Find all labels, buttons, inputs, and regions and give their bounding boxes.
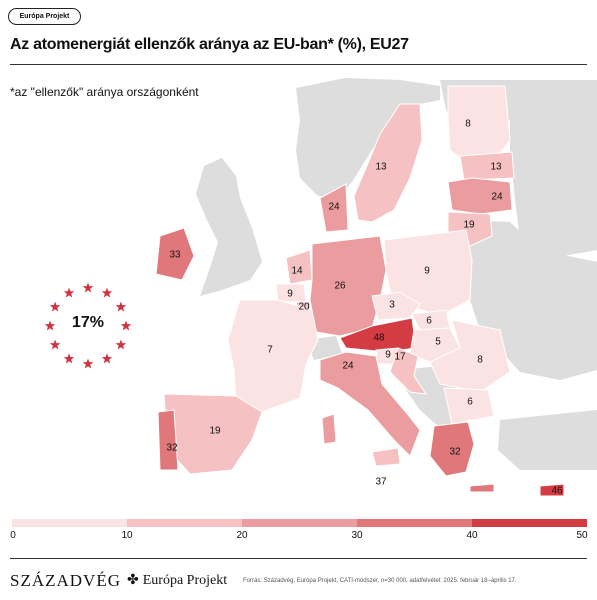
value-slovenia: 9: [385, 350, 391, 361]
legend-step-2: [127, 519, 242, 527]
value-greece: 32: [449, 447, 461, 458]
sweden-shape: [353, 103, 423, 223]
brand-name: Európa Projekt: [142, 572, 228, 588]
value-france: 7: [267, 345, 273, 356]
legend-step-4: [357, 519, 472, 527]
value-netherlands: 14: [291, 266, 303, 277]
eu-star-icon: [120, 320, 132, 331]
page-title: Az atomenergiát ellenzők aránya az EU-ba…: [10, 36, 409, 53]
star-icon: ✤: [127, 573, 139, 588]
cyprus-shape: [539, 483, 565, 497]
eu-star-icon: [63, 287, 75, 298]
value-austria: 48: [373, 333, 385, 344]
czechia-shape: [371, 291, 421, 321]
legend-tick: 50: [576, 530, 588, 541]
footer-divider: [10, 558, 587, 559]
legend-ticks: 0 10 20 30 40 50: [0, 530, 597, 544]
eu-star-icon: [49, 339, 61, 350]
germany-shape: [309, 235, 387, 337]
value-italy: 24: [342, 361, 354, 372]
estonia-shape: [459, 151, 515, 181]
poland-shape: [383, 229, 473, 317]
legend-tick: 40: [466, 530, 478, 541]
value-portugal: 32: [166, 443, 178, 454]
uk-shape: [196, 158, 262, 296]
legend-tick: 0: [10, 530, 16, 541]
eu-stars: [44, 282, 132, 369]
value-lithuania: 19: [463, 220, 475, 231]
legend-tick: 20: [236, 530, 248, 541]
romania-shape: [429, 319, 511, 393]
turkey-shape: [498, 410, 597, 470]
denmark-shape: [319, 183, 349, 233]
sicily-shape: [371, 447, 401, 467]
value-malta: 37: [375, 477, 387, 488]
ireland-shape: [155, 227, 195, 281]
legend-tick: 10: [121, 530, 133, 541]
eu-star-icon: [101, 287, 113, 298]
legend-step-1: [12, 519, 127, 527]
france-shape: [227, 299, 319, 413]
sardinia-shape: [321, 413, 337, 445]
eu-average-value: 17%: [71, 314, 105, 331]
europe-map: 8 13 13 24 24 19 33 14 9 20 26 9 3 6 48 …: [155, 78, 597, 497]
value-spain: 19: [209, 426, 221, 437]
value-bulgaria: 6: [467, 397, 473, 408]
value-sweden: 13: [375, 162, 387, 173]
eu-star-icon: [115, 339, 127, 350]
latvia-shape: [447, 177, 513, 215]
source-note: Forrás: Századvég, Európa Projekt, CATI-…: [243, 578, 517, 584]
value-czechia: 3: [389, 300, 395, 311]
value-poland: 9: [424, 266, 430, 277]
eu-star-icon: [63, 353, 75, 364]
eu-star-icon: [44, 320, 56, 331]
eu-star-icon: [49, 301, 61, 312]
value-slovakia: 6: [426, 316, 432, 327]
portugal-shape: [157, 409, 179, 471]
value-belgium: 9: [287, 289, 293, 300]
value-cyprus: 46: [551, 486, 563, 497]
value-denmark: 24: [328, 202, 340, 213]
legend-step-5: [472, 519, 587, 527]
value-latvia: 24: [491, 192, 503, 203]
greece-shape: [429, 421, 475, 477]
value-luxembourg: 20: [298, 302, 310, 313]
legend-tick: 30: [351, 530, 363, 541]
brand-logo-europa-projekt: ✤ Európa Projekt: [127, 572, 227, 589]
eu-star-icon: [82, 358, 94, 369]
value-croatia: 17: [394, 352, 406, 363]
value-ireland: 33: [169, 250, 181, 261]
badge: Európa Projekt: [8, 8, 81, 25]
crete-shape: [469, 483, 495, 493]
value-finland: 8: [465, 119, 471, 130]
italy-shape: [319, 351, 421, 457]
legend-step-3: [242, 519, 357, 527]
eu-star-icon: [115, 301, 127, 312]
brand-logo-szazadveg: SZÁZADVÉG: [10, 571, 121, 590]
russia-north-shape: [510, 80, 597, 260]
value-estonia: 13: [490, 162, 502, 173]
bulgaria-shape: [443, 387, 495, 425]
eu-star-icon: [82, 282, 94, 293]
divider: [10, 64, 587, 65]
subtitle: *az "ellenzők" aránya országonként: [10, 85, 199, 99]
legend-scale: [12, 519, 587, 527]
value-germany: 26: [334, 281, 346, 292]
eu-star-icon: [101, 353, 113, 364]
value-hungary: 5: [435, 337, 441, 348]
value-romania: 8: [477, 355, 483, 366]
croatia-shape: [389, 347, 428, 395]
